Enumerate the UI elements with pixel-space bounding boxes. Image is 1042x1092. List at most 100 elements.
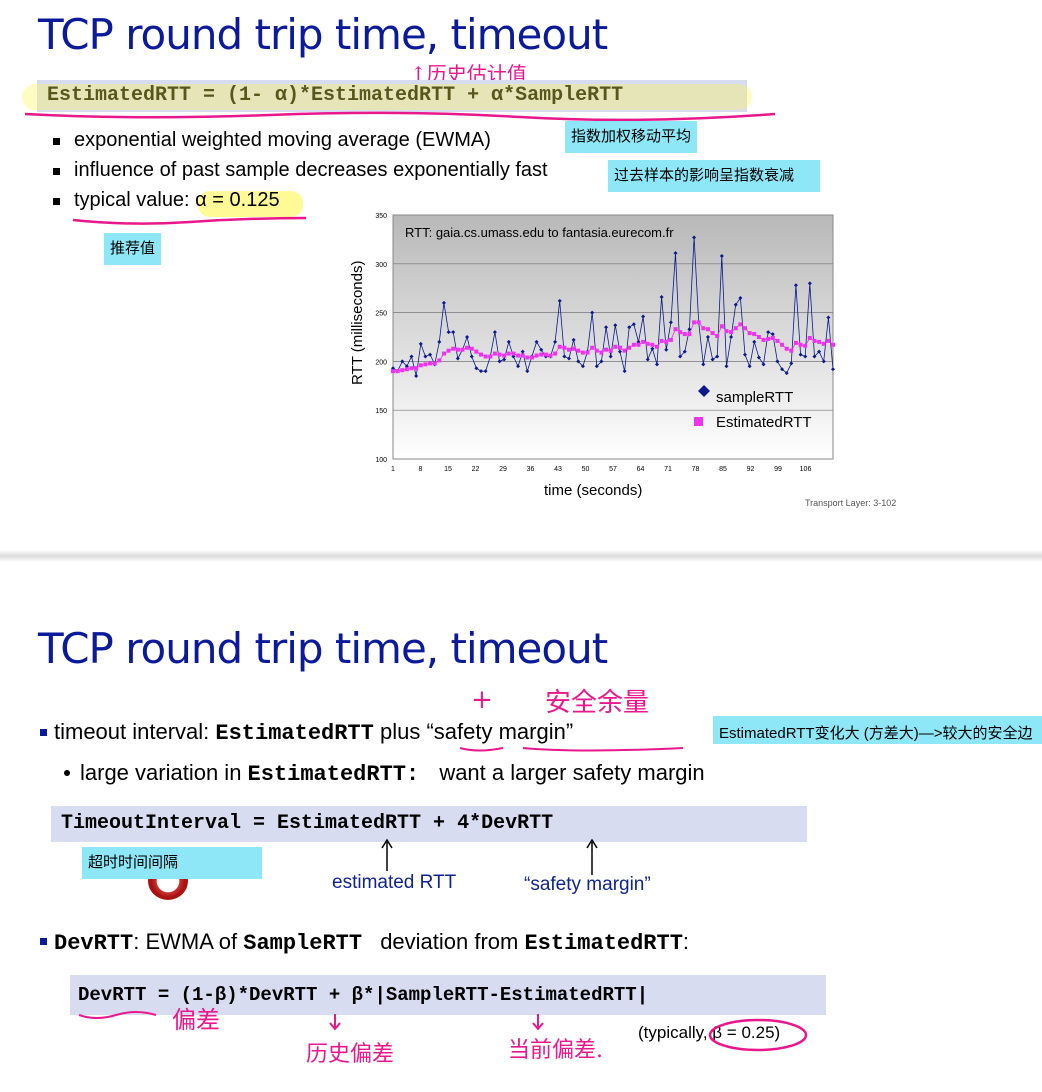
estimated-point [474,349,479,354]
sample-point [641,314,646,319]
x-tick-label: 8 [419,466,423,473]
y-tick-label: 200 [375,359,387,366]
estimated-point [395,369,400,374]
estimated-point [793,340,798,345]
sample-point [539,347,544,352]
sample-point [497,359,502,364]
estimated-point [414,366,419,371]
sample-point [599,359,604,364]
sample-point [409,354,414,359]
estimated-point [520,353,525,358]
handwritten-history-deviation: 历史偏差 [306,1042,395,1067]
estimated-point [752,332,757,337]
label-estimated-rtt: estimated RTT [332,872,457,893]
x-tick-label: 36 [527,466,535,473]
sample-point [617,349,622,354]
slide1-title: TCP round trip time, timeout [38,10,608,59]
x-tick-label: 22 [472,466,480,473]
sample-point [789,361,794,366]
sample-point [793,283,798,288]
x-tick-label: 57 [609,466,617,473]
estimated-point [710,331,715,336]
estimated-point [525,355,530,360]
sample-point [826,315,831,320]
legend-label-estimated: EstimatedRTT [716,414,812,431]
sample-point [761,362,766,367]
devrtt-sample-code: SampleRTT [243,931,363,956]
estimated-point [479,352,483,357]
sample-point [604,325,609,330]
sample-point [747,364,752,369]
sample-point [502,357,507,362]
estimated-point [770,335,775,340]
sample-point [743,352,747,357]
sample-point [594,364,599,369]
sample-point [557,298,562,303]
sample-point [534,339,539,344]
sample-point [474,366,479,371]
arrow-hist-dev [329,1014,341,1031]
estimated-point [701,326,706,331]
y-tick-label: 350 [375,213,387,220]
sample-point [766,330,771,335]
sample-point [622,369,627,374]
legend-marker-sample [698,385,710,397]
sample-point [770,332,775,337]
estimated-point [817,339,822,344]
estimated-point [668,337,673,342]
estimated-point [645,341,650,346]
estimated-point [705,327,710,332]
sample-point [780,367,785,372]
estimated-point [516,353,521,358]
rtt-chart: 100 150 200 250 300 350 1 8 15 22 29 36 43 50 57 64 71 7… [349,213,835,499]
devrtt-formula-text: DevRTT = (1-β)*DevRTT + β*|SampleRTT-Est… [78,984,649,1006]
sample-point [673,251,678,256]
estimated-point [543,352,548,357]
series-points [391,235,835,379]
sample-point [645,357,650,362]
x-tick-label: 1 [391,466,395,473]
estimated-point [497,352,502,357]
bullet-devrtt [40,938,47,945]
x-tick-label: 71 [664,466,672,473]
sample-point [752,339,757,344]
estimated-point [604,347,609,352]
handwritten-safety-margin: 安全余量 [545,688,650,718]
estimated-point [682,332,687,337]
estimated-point [678,330,683,335]
sample-point [821,359,826,364]
sample-point [562,354,567,359]
line-devrtt: DevRTT: EWMA of SampleRTT deviation from… [54,929,689,956]
y-tick-label: 250 [375,311,387,318]
sample-point [664,347,669,352]
bullet-3 [53,198,60,205]
estimated-point [719,324,724,329]
sample-point [807,281,812,286]
arrow-cur-dev [532,1014,544,1031]
estimated-point [617,345,622,350]
estimated-point [391,369,395,374]
estimated-point [451,346,456,351]
estimated-point [826,338,831,343]
formula-underline-scribble [24,111,776,122]
estimated-point [789,348,794,353]
x-tick-label: 78 [692,466,700,473]
bullet-timeout [40,729,47,736]
devrtt-colon: : [682,929,690,954]
sample-point [831,367,835,372]
bullet-influence: influence of past sample decreases expon… [74,159,548,181]
handwritten-plus: + [471,685,493,715]
estimated-point [692,320,697,325]
sample-point [803,354,808,359]
estimated-point [812,338,817,343]
gridlines [393,263,833,411]
estimated-point [724,329,729,334]
slide2-title: TCP round trip time, timeout [38,624,608,673]
estimated-point [576,348,581,353]
estimated-point [590,345,595,350]
estimated-point [743,326,747,331]
estimated-point [441,351,446,356]
sample-point [492,330,497,335]
x-tick-label: 85 [719,466,727,473]
sample-point [650,346,655,351]
